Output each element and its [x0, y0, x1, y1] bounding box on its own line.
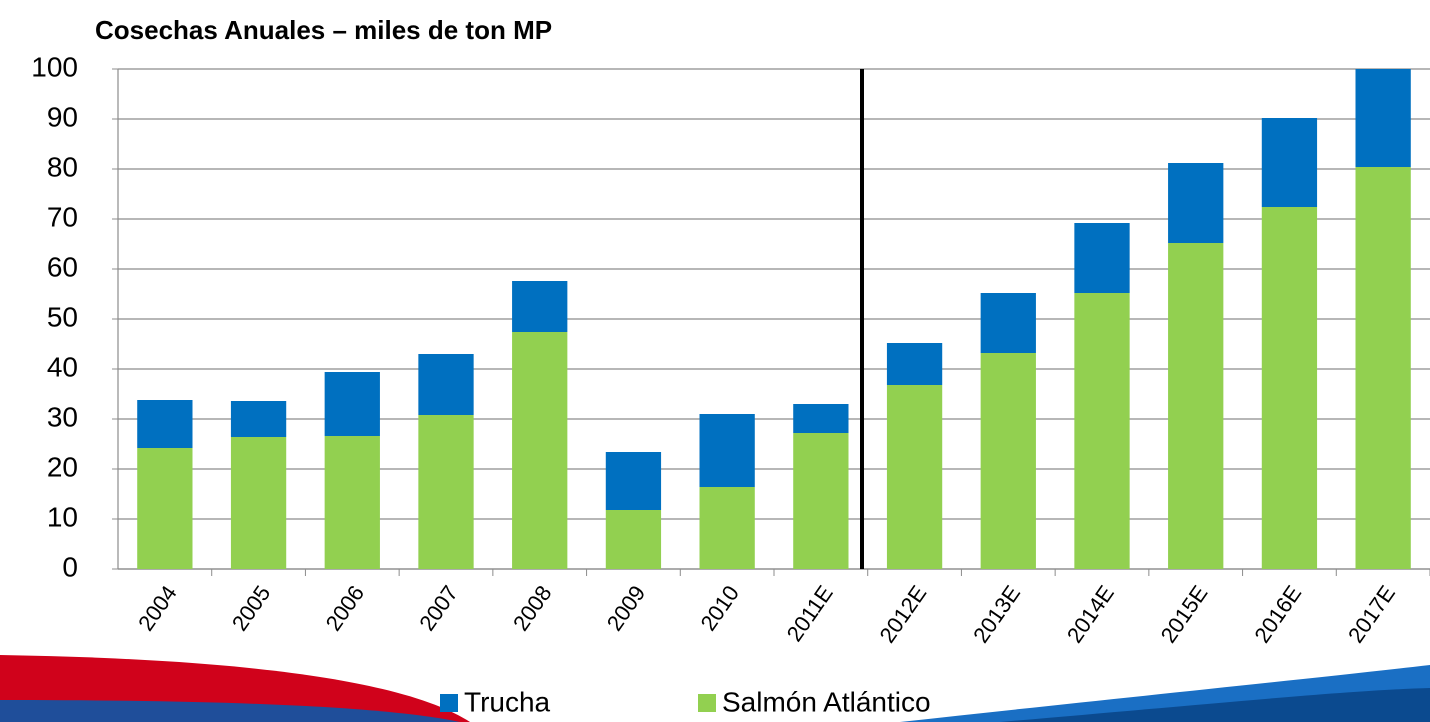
- bar-segment: [1168, 243, 1224, 569]
- bar-segment: [137, 448, 193, 569]
- bar-segment: [699, 414, 755, 487]
- legend-swatch: [440, 694, 458, 712]
- legend-label: Trucha: [464, 686, 551, 717]
- x-tick-label: 2015E: [1156, 581, 1213, 647]
- bar-segment: [793, 433, 849, 569]
- bar-segment: [512, 281, 568, 332]
- decor-blue-dark: [1000, 688, 1430, 722]
- bar-segment: [1074, 223, 1130, 293]
- bar-segment: [699, 487, 755, 569]
- bar-segment: [1168, 163, 1224, 243]
- x-tick-label: 2005: [227, 581, 276, 635]
- y-tick-label: 100: [31, 51, 78, 82]
- bar-segment: [324, 372, 380, 436]
- x-tick-label: 2004: [133, 581, 182, 635]
- x-tick-label: 2006: [321, 581, 370, 635]
- bar-segment: [980, 293, 1036, 353]
- x-tick-label: 2009: [602, 581, 651, 635]
- x-tick-label: 2013E: [968, 581, 1025, 647]
- decor-blue-left: [0, 700, 460, 722]
- bar-segment: [1261, 207, 1318, 569]
- chart-title: Cosechas Anuales – miles de ton MP: [95, 15, 552, 45]
- bar-segment: [1355, 167, 1411, 569]
- bar-segment: [418, 415, 474, 569]
- y-tick-label: 30: [47, 401, 78, 432]
- bar-segment: [605, 452, 662, 510]
- bar-segment: [230, 437, 287, 569]
- legend-swatch: [698, 694, 716, 712]
- y-tick-label: 40: [47, 351, 78, 382]
- y-tick-label: 70: [47, 201, 78, 232]
- x-tick-label: 2012E: [874, 581, 931, 647]
- x-tick-label: 2016E: [1249, 581, 1306, 647]
- x-tick-label: 2017E: [1343, 581, 1400, 647]
- bar-segment: [1355, 69, 1411, 167]
- y-tick-label: 60: [47, 251, 78, 282]
- bar-segment: [137, 400, 193, 448]
- bar-segment: [324, 436, 380, 569]
- y-tick-label: 90: [47, 101, 78, 132]
- bar-segment: [793, 404, 849, 433]
- bar-segment: [1261, 118, 1318, 207]
- bar-segment: [230, 401, 287, 437]
- y-tick-label: 50: [47, 301, 78, 332]
- bar-segment: [418, 354, 474, 415]
- x-tick-label: 2008: [508, 581, 557, 635]
- x-tick-label: 2007: [414, 581, 463, 635]
- bar-segment: [980, 353, 1036, 569]
- bar-segment: [512, 332, 568, 569]
- legend-label: Salmón Atlántico: [722, 686, 931, 717]
- y-tick-label: 80: [47, 151, 78, 182]
- y-tick-label: 20: [47, 451, 78, 482]
- x-tick-label: 2014E: [1062, 581, 1119, 647]
- bar-segment: [1074, 293, 1130, 569]
- x-tick-label: 2011E: [782, 581, 838, 646]
- bar-segment: [886, 385, 943, 569]
- bar-segment: [605, 510, 662, 569]
- y-tick-label: 10: [47, 501, 78, 532]
- y-tick-label: 0: [62, 551, 78, 582]
- x-tick-label: 2010: [695, 581, 744, 635]
- bar-segment: [886, 343, 943, 385]
